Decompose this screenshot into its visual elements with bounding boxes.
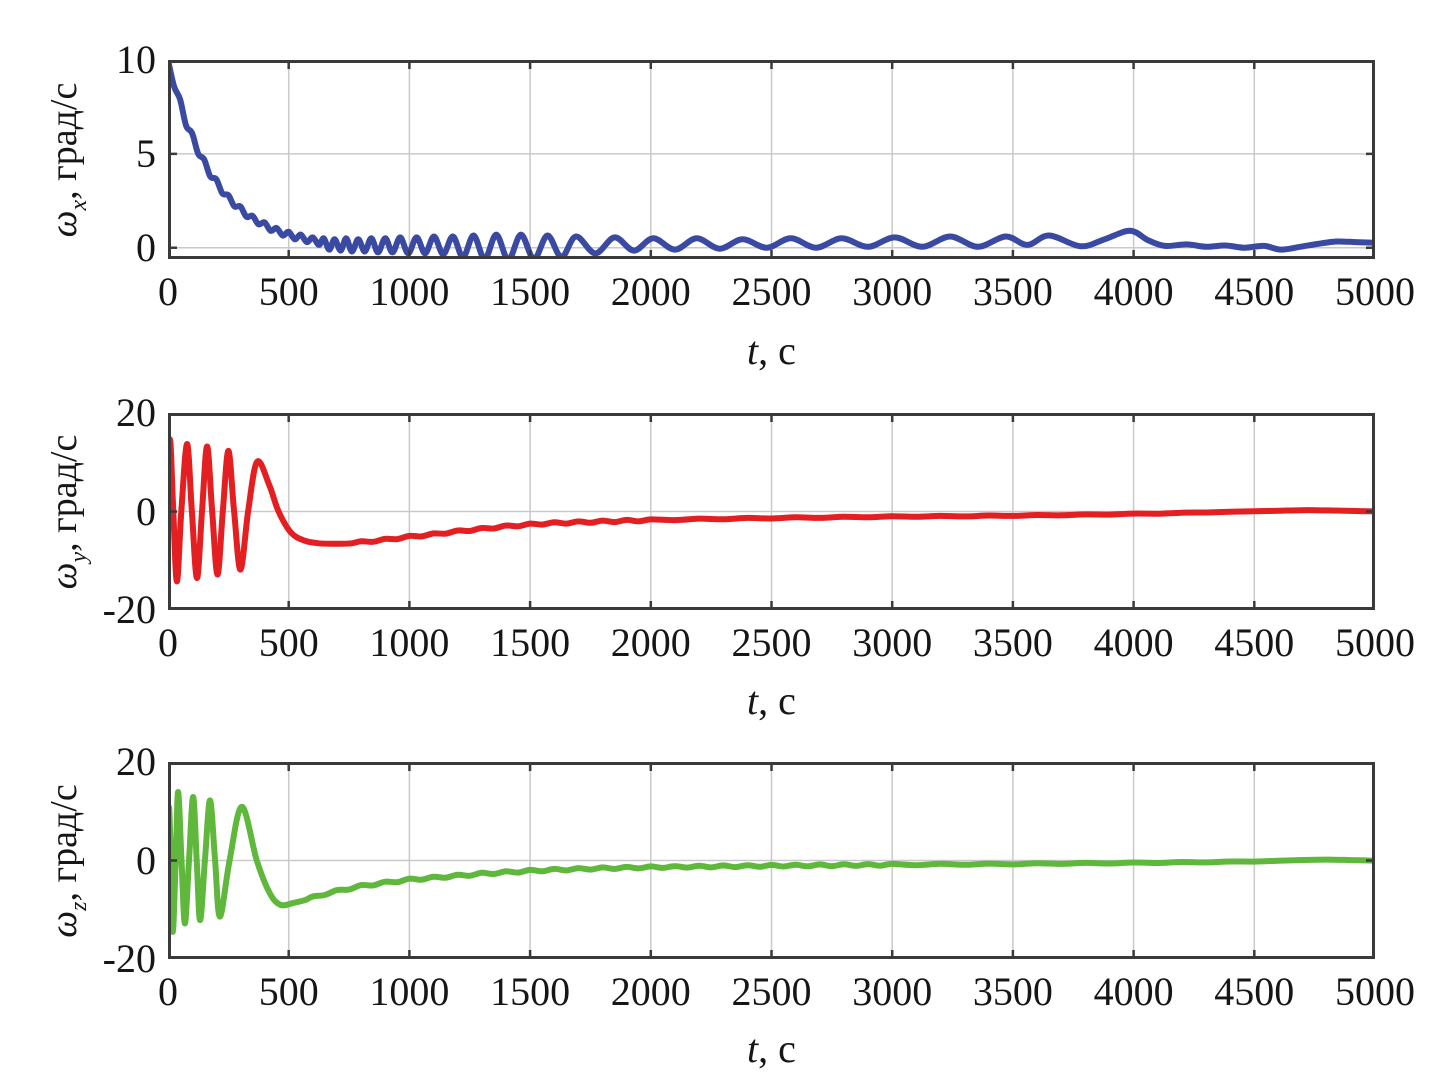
x-tick-label: 500 xyxy=(258,969,319,1014)
y-tick-label: 0 xyxy=(136,488,156,534)
y-tick-label: 0 xyxy=(136,224,156,270)
time-symbol: t xyxy=(747,1026,759,1071)
x-tick-label: 0 xyxy=(158,620,178,665)
axis-unit: , град/с xyxy=(43,82,85,200)
x-tick-label: 500 xyxy=(258,620,319,665)
x-tick-label: 3500 xyxy=(972,620,1053,665)
x-tick-label: 2500 xyxy=(731,620,812,665)
x-tick-label: 5000 xyxy=(1335,269,1415,314)
axis-unit: , град/с xyxy=(43,434,85,552)
x-tick-label: 2000 xyxy=(610,969,691,1014)
axis-subscript-y: y xyxy=(66,551,92,563)
x-tick-label: 3000 xyxy=(852,269,933,314)
x-axis-label-time: t, с xyxy=(622,329,922,373)
x-tick-label: 4500 xyxy=(1214,969,1295,1014)
y-tick-label: 20 xyxy=(116,739,156,784)
y-tick-label: 10 xyxy=(116,37,156,82)
x-tick-label: 1000 xyxy=(369,969,450,1014)
y-axis-label-omega-z: ωz, град/с xyxy=(40,691,92,1031)
x-tick-label: 3000 xyxy=(852,620,933,665)
curve-omega_z xyxy=(168,789,1375,935)
axis-subscript-x: x xyxy=(66,199,92,211)
y-axis-label-omega-y: ωy, град/с xyxy=(40,342,92,682)
plot-area-omega-y xyxy=(168,413,1375,610)
x-tick-label: 1500 xyxy=(490,969,571,1014)
x-axis-label-time: t, с xyxy=(622,1027,922,1071)
y-tick-label: 5 xyxy=(136,130,156,176)
time-symbol: t xyxy=(747,678,759,723)
time-unit: , с xyxy=(758,328,796,373)
y-tick-label: 20 xyxy=(116,390,156,435)
axis-box xyxy=(168,762,1375,959)
y-tick-label: -20 xyxy=(102,587,156,632)
x-tick-label: 5000 xyxy=(1335,620,1415,665)
x-tick-label: 500 xyxy=(258,269,319,314)
axis-box xyxy=(168,413,1375,610)
y-tick-label: -20 xyxy=(102,936,156,981)
omega-symbol: ω xyxy=(43,910,85,938)
x-tick-label: 1500 xyxy=(490,269,571,314)
x-tick-label: 5000 xyxy=(1335,969,1415,1014)
time-unit: , с xyxy=(758,1026,796,1071)
x-tick-label: 1500 xyxy=(490,620,571,665)
x-tick-label: 4000 xyxy=(1093,969,1174,1014)
axis-subscript-z: z xyxy=(66,901,92,911)
x-tick-label: 1000 xyxy=(369,620,450,665)
x-tick-label: 2000 xyxy=(610,620,691,665)
omega-symbol: ω xyxy=(43,562,85,589)
plot-area-omega-z xyxy=(168,762,1375,959)
y-tick-label: 0 xyxy=(136,837,156,883)
curve-omega_y xyxy=(168,436,1375,585)
axis-box xyxy=(168,60,1375,259)
x-tick-label: 2500 xyxy=(731,269,812,314)
x-tick-label: 0 xyxy=(158,969,178,1014)
x-axis-label-time: t, с xyxy=(622,679,922,723)
x-tick-label: 3500 xyxy=(972,269,1053,314)
omega-symbol: ω xyxy=(43,210,85,237)
curve-omega_x xyxy=(168,60,1375,259)
x-tick-label: 4500 xyxy=(1214,269,1295,314)
x-tick-label: 4500 xyxy=(1214,620,1295,665)
x-tick-label: 3000 xyxy=(852,969,933,1014)
plot-area-omega-x xyxy=(168,60,1375,259)
x-tick-label: 2000 xyxy=(610,269,691,314)
axis-unit: , град/с xyxy=(43,783,85,902)
x-tick-label: 4000 xyxy=(1093,620,1174,665)
x-tick-label: 3500 xyxy=(972,969,1053,1014)
x-tick-label: 1000 xyxy=(369,269,450,314)
x-tick-label: 4000 xyxy=(1093,269,1174,314)
y-axis-label-omega-x: ωx, град/с xyxy=(40,0,92,330)
x-tick-label: 0 xyxy=(158,269,178,314)
time-unit: , с xyxy=(758,678,796,723)
x-tick-label: 2500 xyxy=(731,969,812,1014)
time-symbol: t xyxy=(747,328,759,373)
